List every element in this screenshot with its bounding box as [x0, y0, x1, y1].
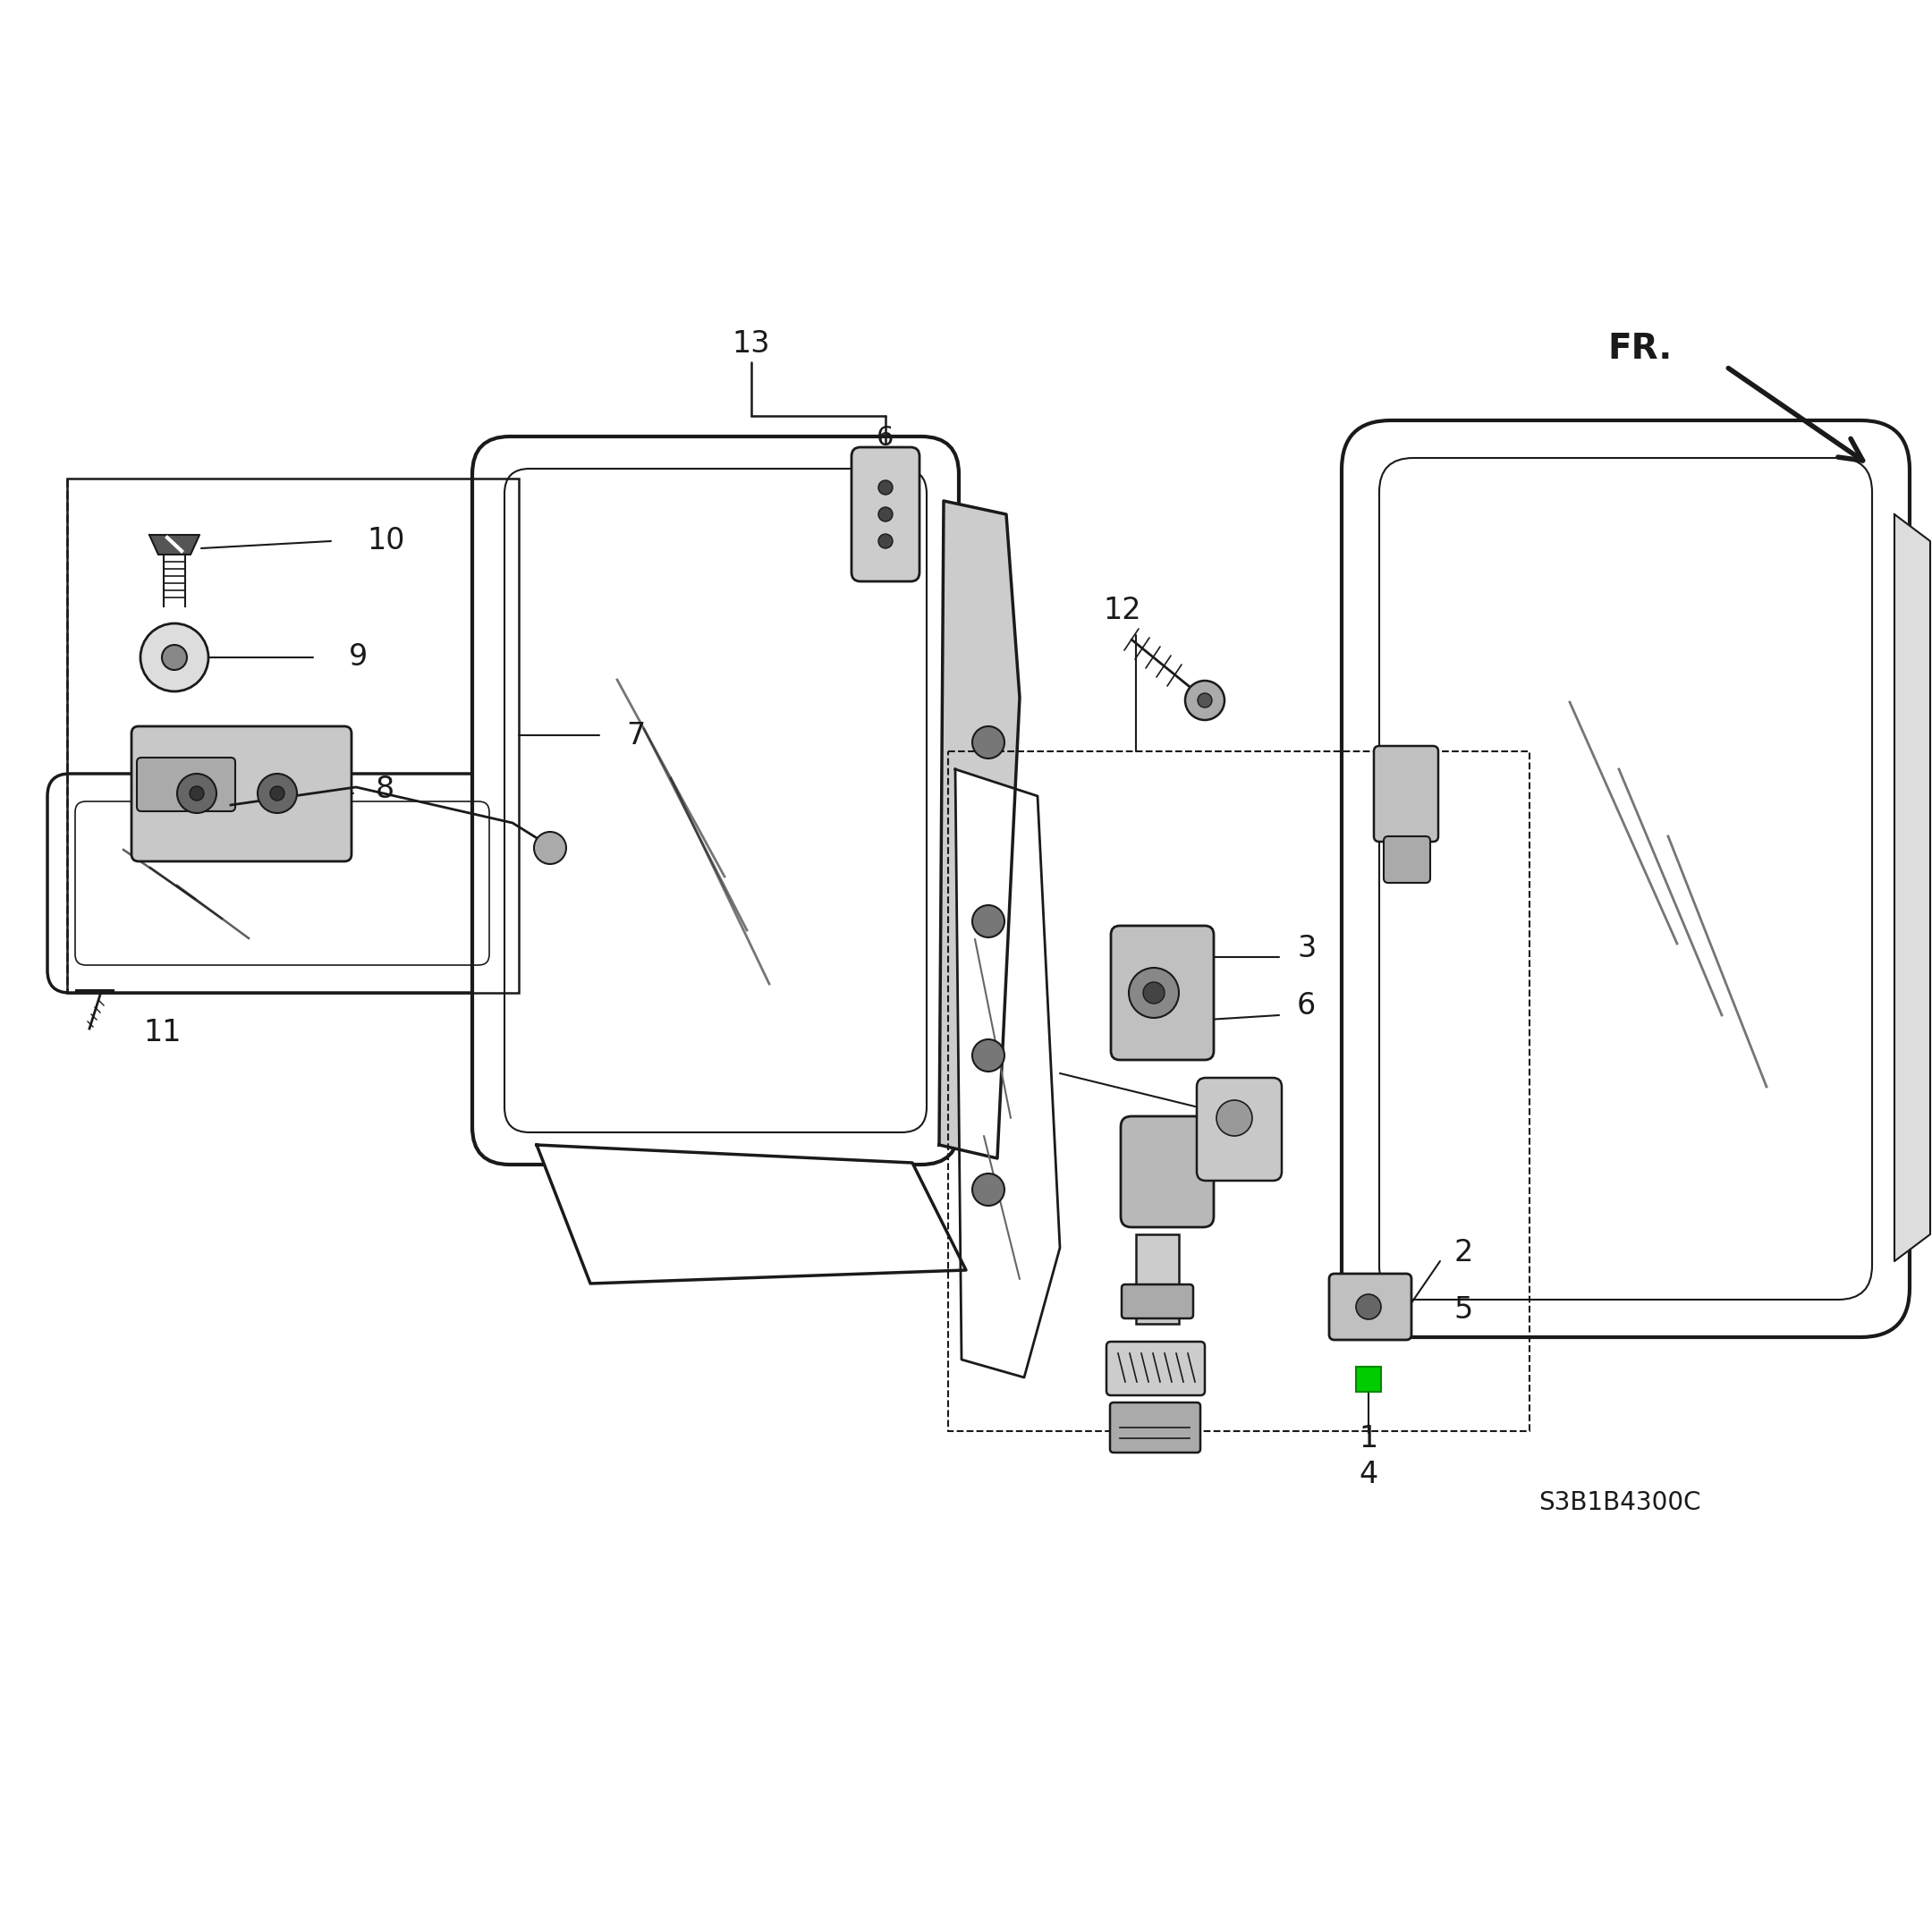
Text: 2: 2 [1453, 1238, 1472, 1267]
Bar [1136, 1235, 1179, 1323]
Text: 12: 12 [1103, 597, 1142, 626]
Bar [68, 479, 520, 993]
Text: 9: 9 [350, 643, 367, 672]
Text: 10: 10 [367, 526, 404, 556]
Text: 3: 3 [1296, 933, 1316, 962]
Polygon shape [939, 500, 1020, 1159]
Text: 7: 7 [626, 721, 645, 750]
Text: 6: 6 [1296, 991, 1316, 1020]
Text: 13: 13 [732, 330, 771, 359]
Circle shape [1144, 981, 1165, 1003]
Text: 1: 1 [1358, 1424, 1378, 1453]
FancyBboxPatch shape [1107, 1341, 1206, 1395]
FancyBboxPatch shape [1111, 1403, 1200, 1453]
Circle shape [533, 833, 566, 864]
FancyBboxPatch shape [1329, 1273, 1412, 1341]
FancyBboxPatch shape [48, 773, 518, 993]
Circle shape [1356, 1294, 1381, 1320]
FancyBboxPatch shape [1341, 421, 1909, 1337]
Circle shape [257, 773, 298, 813]
Circle shape [972, 1173, 1005, 1206]
Text: 4: 4 [1358, 1459, 1378, 1490]
Circle shape [879, 481, 893, 495]
Text: 6: 6 [877, 425, 895, 452]
Circle shape [1184, 680, 1225, 721]
FancyBboxPatch shape [1122, 1285, 1194, 1318]
Circle shape [162, 645, 187, 670]
Polygon shape [149, 535, 199, 554]
Polygon shape [954, 769, 1061, 1378]
Text: S3B1B4300C: S3B1B4300C [1538, 1490, 1700, 1515]
Circle shape [972, 726, 1005, 759]
Bar [949, 752, 1530, 1432]
FancyBboxPatch shape [852, 446, 920, 582]
Circle shape [972, 906, 1005, 937]
Text: 11: 11 [143, 1018, 182, 1047]
FancyBboxPatch shape [1383, 837, 1430, 883]
FancyBboxPatch shape [131, 726, 352, 862]
Polygon shape [537, 1146, 966, 1283]
Circle shape [1128, 968, 1179, 1018]
Circle shape [178, 773, 216, 813]
Text: FR.: FR. [1607, 332, 1673, 365]
FancyBboxPatch shape [1196, 1078, 1281, 1180]
FancyBboxPatch shape [1111, 925, 1213, 1061]
Circle shape [879, 506, 893, 522]
FancyBboxPatch shape [1374, 746, 1437, 842]
Bar [1356, 1366, 1381, 1391]
Circle shape [972, 1039, 1005, 1072]
FancyBboxPatch shape [471, 437, 958, 1165]
Circle shape [189, 786, 205, 800]
Circle shape [1198, 694, 1211, 707]
Polygon shape [1895, 514, 1930, 1262]
FancyBboxPatch shape [137, 757, 236, 811]
Circle shape [879, 533, 893, 549]
Circle shape [141, 624, 209, 692]
Text: 5: 5 [1453, 1296, 1472, 1325]
Circle shape [1217, 1099, 1252, 1136]
Circle shape [270, 786, 284, 800]
FancyBboxPatch shape [1121, 1117, 1213, 1227]
Text: 8: 8 [375, 775, 394, 804]
